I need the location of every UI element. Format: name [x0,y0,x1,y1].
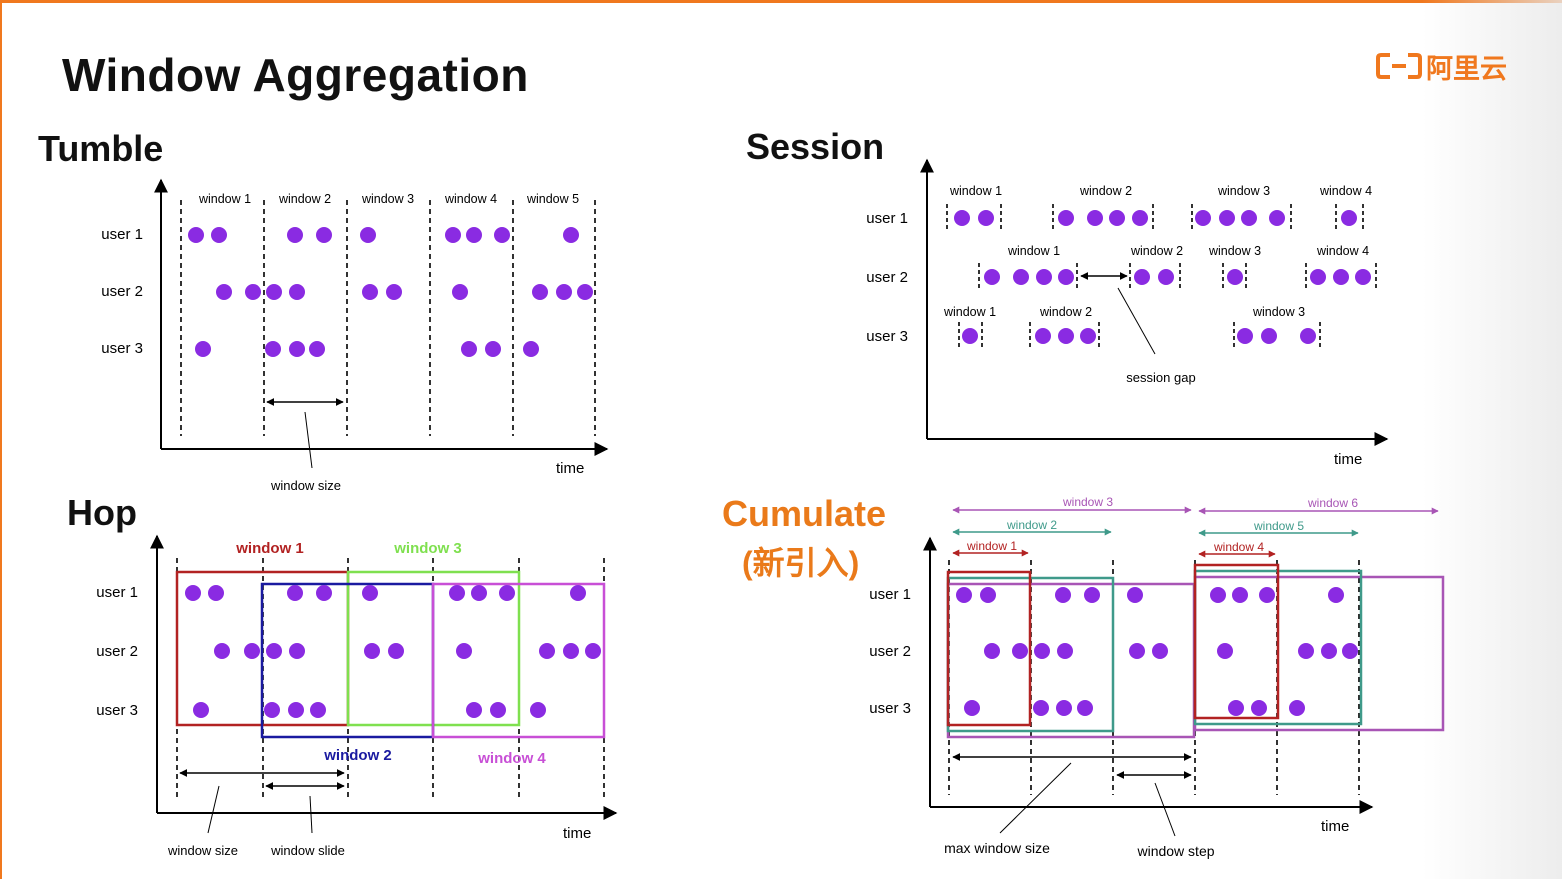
session-title: Session [746,126,885,167]
tumble-user-1: user 1 [101,226,143,243]
tumble-time-label: time [556,460,584,477]
cumulate-window-2-label: window 2 [1006,518,1057,532]
session-u2-window-3-label: window 3 [1208,244,1261,258]
session-diagram: time user 1 user 2 user 3 window 1 windo… [866,158,1389,468]
page-title: Window Aggregation [62,49,529,101]
tumble-window-3-label: window 3 [361,192,414,206]
cumulate-window-1-box [946,570,1032,727]
hop-user-2: user 2 [96,643,138,660]
tumble-title: Tumble [38,128,164,169]
cumulate-window-5-label: window 5 [1253,519,1304,533]
session-gap-pointer [1117,287,1156,355]
alibaba-cloud-logo-icon [1376,53,1422,79]
cumulate-events [956,587,1358,716]
session-u2-window-2-label: window 2 [1130,244,1183,258]
session-u2-window-1-label: window 1 [1007,244,1060,258]
hop-user-1: user 1 [96,584,138,601]
logo-text: 阿里云 [1426,53,1507,84]
session-window-boundaries [946,204,1377,350]
cumulate-time-label: time [1321,818,1349,835]
session-u1-window-1-label: window 1 [949,184,1002,198]
background-shade [1422,0,1562,879]
cumulate-diagram: time user 1 user 2 user 3 window 1 windo… [869,495,1445,859]
hop-window-slide-pointer [309,795,313,834]
tumble-diagram: time user 1 user 2 user 3 window 1 windo… [101,178,609,493]
hop-window-size-pointer [207,785,220,834]
hop-user-3: user 3 [96,702,138,719]
session-user-2: user 2 [866,269,908,286]
cumulate-subtitle: (新引入) [742,545,860,581]
session-u3-window-2-label: window 2 [1039,305,1092,319]
session-u3-window-1-label: window 1 [943,305,996,319]
hop-window-3-label: window 3 [393,540,462,557]
cumulate-user-1: user 1 [869,586,911,603]
session-u1-window-3-label: window 3 [1217,184,1270,198]
cumulate-max-window-size-pointer [999,762,1072,834]
hop-window-slide-label: window slide [270,843,345,858]
cumulate-window-step-label: window step [1136,843,1214,859]
alibaba-cloud-logo: 阿里云 [1376,48,1507,84]
tumble-window-5-label: window 5 [526,192,579,206]
session-u3-window-3-label: window 3 [1252,305,1305,319]
tumble-window-boundaries [180,200,596,436]
top-accent-bar [0,0,1562,3]
cumulate-user-2: user 2 [869,643,911,660]
tumble-window-2-label: window 2 [278,192,331,206]
left-accent-bar [0,0,2,879]
session-u2-window-4-label: window 4 [1316,244,1369,258]
hop-window-1-label: window 1 [235,540,304,557]
session-user-3: user 3 [866,328,908,345]
tumble-window-size-pointer [304,411,313,469]
tumble-user-2: user 2 [101,283,143,300]
hop-window-4-box [431,582,606,739]
cumulate-title: Cumulate [722,493,887,534]
cumulate-window-4-box [1193,563,1280,720]
cumulate-window-3-label: window 3 [1062,495,1113,509]
hop-events [185,585,601,718]
session-gap-label: session gap [1126,370,1195,385]
hop-window-2-label: window 2 [323,747,392,764]
cumulate-window-1-label: window 1 [966,539,1017,553]
session-user-1: user 1 [866,210,908,227]
cumulate-boundaries [948,560,1360,795]
tumble-user-3: user 3 [101,340,143,357]
tumble-window-size-label: window size [270,478,341,493]
tumble-events [188,227,593,357]
cumulate-user-3: user 3 [869,700,911,717]
cumulate-window-step-pointer [1154,782,1176,837]
hop-diagram: time user 1 user 2 user 3 window 1 windo… [96,534,618,858]
hop-title: Hop [67,492,137,533]
hop-window-4-label: window 4 [477,750,546,767]
session-u1-window-2-label: window 2 [1079,184,1132,198]
hop-time-label: time [563,825,591,842]
tumble-window-1-label: window 1 [198,192,251,206]
tumble-window-4-label: window 4 [444,192,497,206]
cumulate-window-4-label: window 4 [1213,540,1264,554]
cumulate-window-3-box [946,582,1196,739]
hop-window-size-label: window size [167,843,238,858]
session-events [954,210,1371,344]
session-time-label: time [1334,451,1362,468]
cumulate-max-window-size-label: max window size [944,840,1050,856]
cumulate-window-6-label: window 6 [1307,496,1358,510]
session-u1-window-4-label: window 4 [1319,184,1372,198]
